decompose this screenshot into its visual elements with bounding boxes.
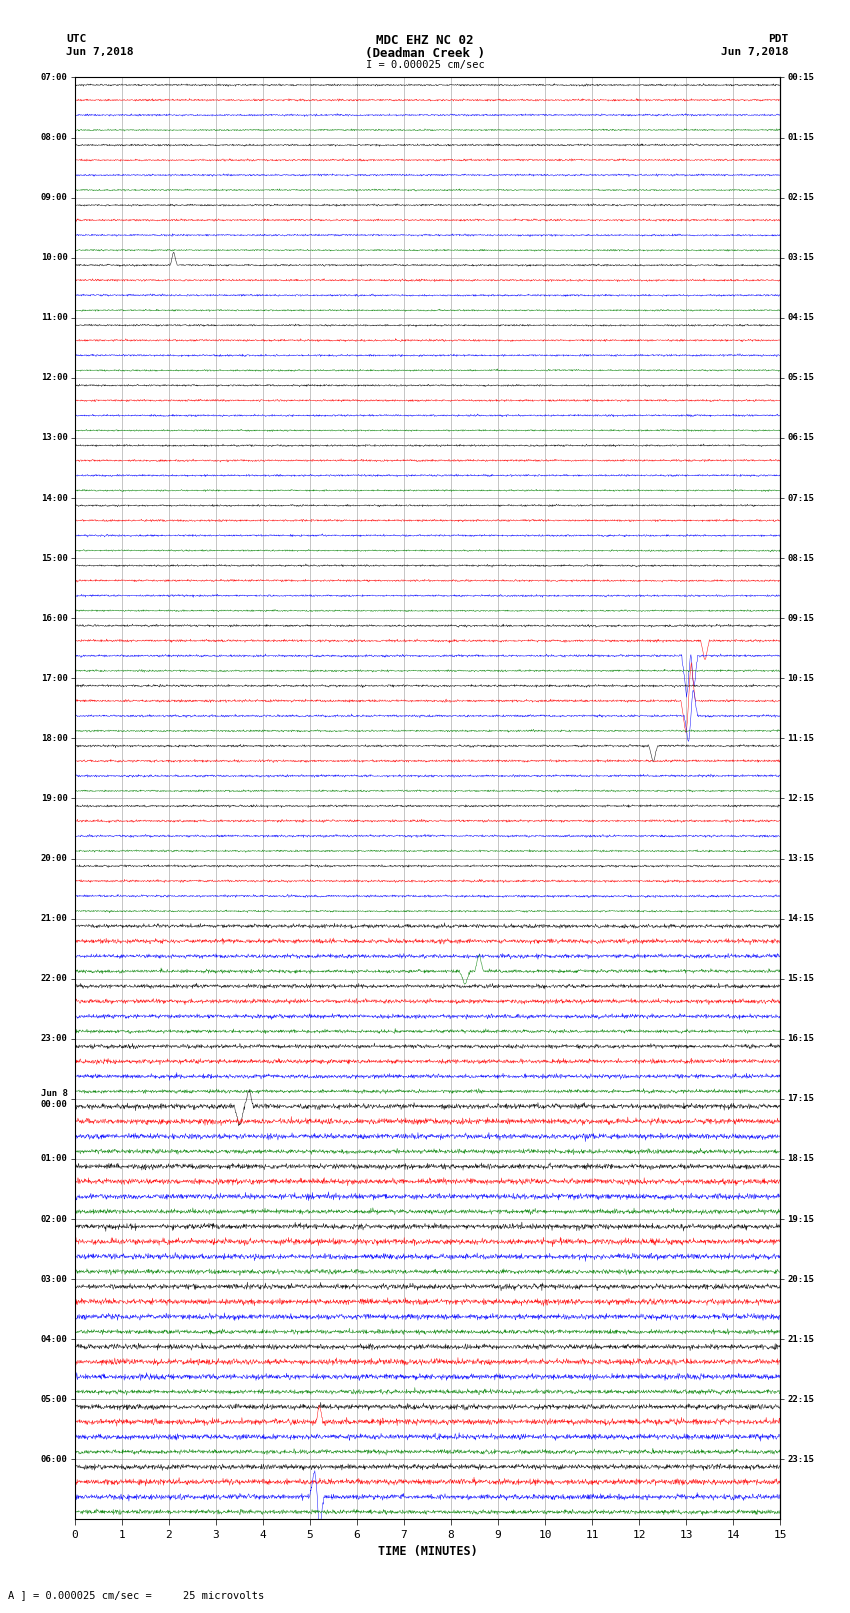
X-axis label: TIME (MINUTES): TIME (MINUTES) (377, 1545, 478, 1558)
Text: (Deadman Creek ): (Deadman Creek ) (365, 47, 485, 60)
Text: I = 0.000025 cm/sec: I = 0.000025 cm/sec (366, 60, 484, 69)
Text: UTC: UTC (66, 34, 87, 44)
Text: PDT: PDT (768, 34, 789, 44)
Text: Jun 7,2018: Jun 7,2018 (722, 47, 789, 56)
Text: Jun 7,2018: Jun 7,2018 (66, 47, 133, 56)
Text: MDC EHZ NC 02: MDC EHZ NC 02 (377, 34, 473, 47)
Text: A ] = 0.000025 cm/sec =     25 microvolts: A ] = 0.000025 cm/sec = 25 microvolts (8, 1590, 264, 1600)
